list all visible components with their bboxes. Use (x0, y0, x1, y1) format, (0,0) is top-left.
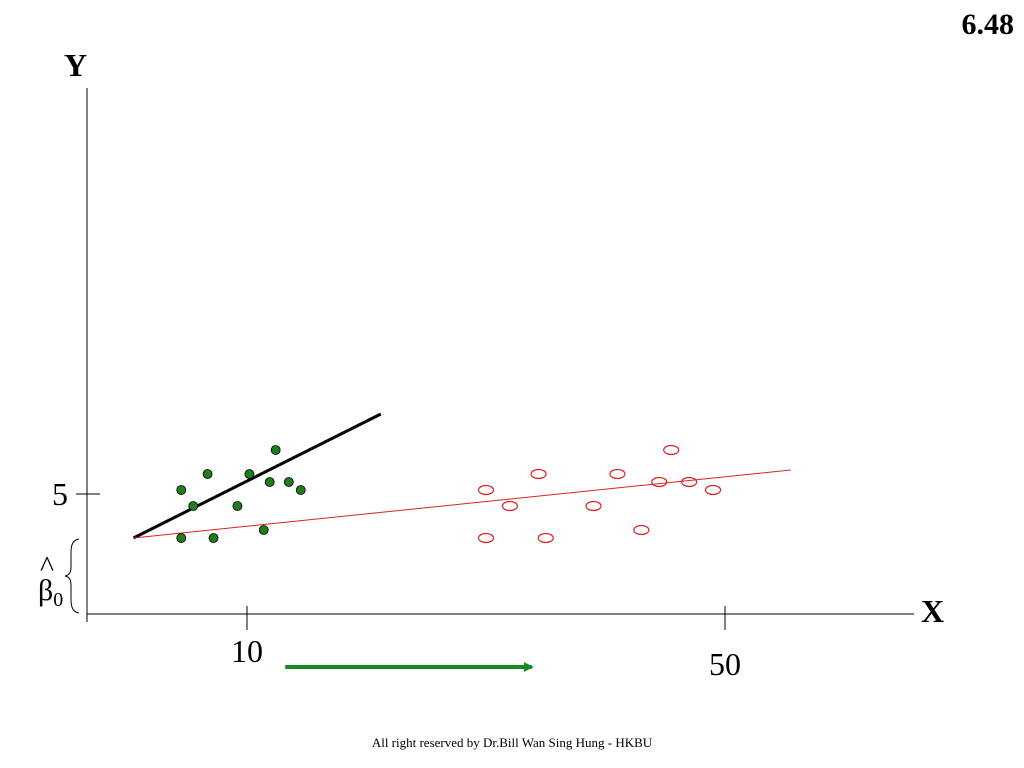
data-point-filled (244, 469, 255, 479)
data-point-open (609, 468, 626, 480)
data-point-filled (176, 485, 187, 495)
slide-number: 6.48 (961, 8, 1015, 41)
data-point-filled (283, 477, 294, 487)
intercept-annotation: β0 ^ (38, 538, 80, 614)
fit-line-small-x (132, 412, 382, 540)
intercept-brace (64, 538, 80, 614)
ticks: 10 50 5 (52, 476, 741, 682)
data-point-open (651, 476, 668, 488)
data-point-filled (295, 485, 306, 495)
data-point-filled (258, 525, 269, 535)
data-point-open (477, 532, 495, 544)
x-axis-title: X (921, 593, 944, 629)
data-point-open (681, 476, 698, 488)
data-point-filled (202, 469, 213, 479)
x-tick-label: 50 (709, 646, 741, 682)
data-point-open (704, 484, 722, 496)
data-point-filled (264, 477, 275, 487)
data-points (176, 444, 722, 544)
data-point-open (537, 532, 554, 544)
data-point-open (501, 500, 518, 512)
scatter-chart: Y X 10 50 5 β0 ^ (38, 47, 944, 682)
data-point-open (530, 468, 547, 480)
y-axis-title: Y (64, 47, 87, 83)
fit-lines (132, 412, 791, 540)
data-point-open (477, 484, 495, 496)
data-point-filled (188, 501, 199, 511)
data-point-filled (232, 501, 243, 511)
axes: Y X (64, 47, 944, 629)
data-point-filled (270, 445, 281, 455)
y-tick-label: 5 (52, 476, 68, 512)
x-tick-label: 10 (231, 633, 263, 669)
data-point-open (663, 444, 680, 456)
data-point-open (633, 524, 650, 536)
hat-accent: ^ (40, 550, 54, 583)
data-point-filled (208, 533, 219, 543)
data-point-filled (176, 533, 187, 543)
data-point-open (585, 500, 602, 512)
fit-line-large-x (133, 469, 791, 539)
footer-copyright: All right reserved by Dr.Bill Wan Sing H… (371, 735, 653, 750)
